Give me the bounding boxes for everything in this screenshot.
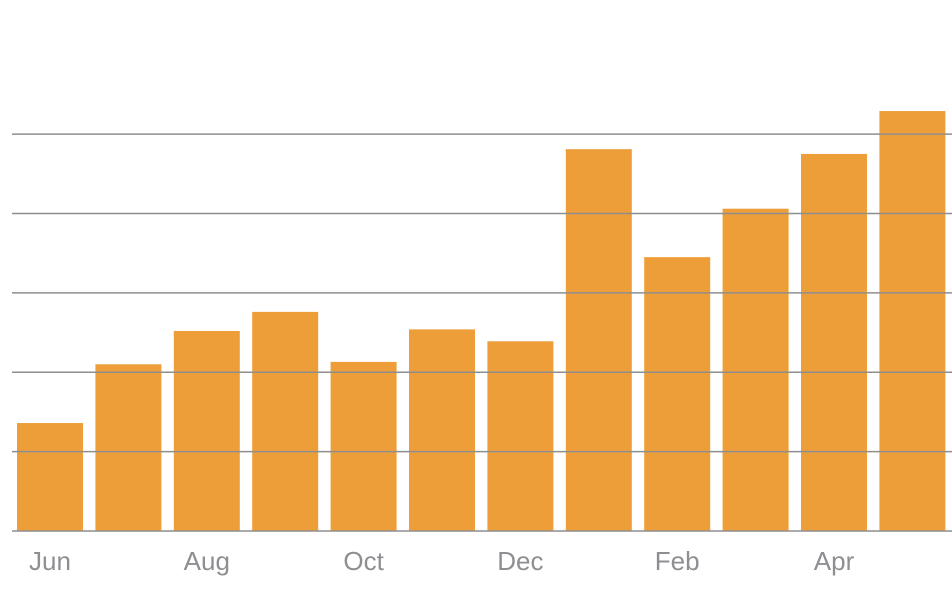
- bar: [173, 330, 240, 531]
- x-tick-label: Feb: [655, 546, 700, 576]
- bar: [565, 149, 632, 531]
- bar: [409, 329, 475, 531]
- bar: [95, 364, 162, 531]
- bar: [801, 153, 867, 531]
- bar: [17, 423, 83, 531]
- bar: [487, 341, 554, 531]
- x-tick-label: Dec: [497, 546, 543, 576]
- x-tick-label: Aug: [184, 546, 230, 576]
- bar: [722, 208, 789, 531]
- x-tick-label: Jun: [29, 546, 71, 576]
- x-tick-label: Oct: [343, 546, 384, 576]
- bar: [879, 111, 946, 531]
- x-tick-label: Apr: [814, 546, 855, 576]
- bar: [330, 361, 397, 531]
- bar: [252, 311, 319, 531]
- bar: [644, 257, 711, 531]
